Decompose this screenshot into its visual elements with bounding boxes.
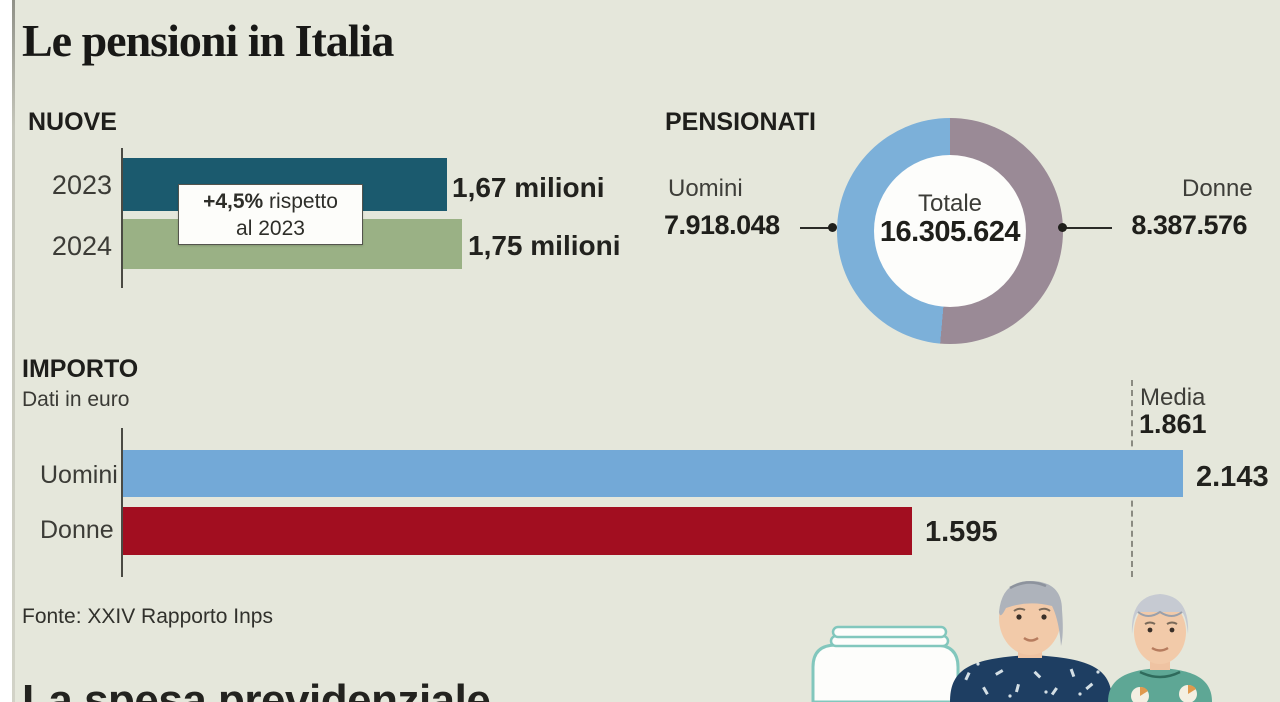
donut-total-label: Totale [917, 190, 983, 217]
nuove-row-label-2023: 2023 [51, 170, 112, 200]
importo-axis-line [121, 428, 123, 577]
annotation-line2-text: al 2023 [236, 217, 305, 240]
uomini-leader-dot [828, 223, 837, 232]
donut-hole [874, 155, 1026, 307]
media-value: 1.861 [1139, 409, 1207, 439]
pensionati-donut-chart [837, 118, 1063, 344]
nuove-row-label-2024: 2024 [51, 231, 112, 261]
importo-uomini-value: 2.143 [1196, 461, 1269, 493]
importo-donne-value: 1.595 [925, 516, 998, 548]
annotation-bold-text: +4,5% [203, 190, 264, 213]
uomini-leader-line [800, 227, 832, 229]
next-section-title: La spesa previdenziale [22, 676, 491, 702]
pension-savings-illustration [811, 580, 1212, 702]
pensionati-donne-label: Donne [1182, 175, 1253, 202]
elderly-woman-icon [1108, 594, 1212, 702]
nuove-bar-value-2023: 1,67 milioni [452, 172, 605, 203]
annotation-rest-text: rispetto [263, 190, 338, 213]
importo-bar-uomini [123, 450, 1183, 497]
jar-icon [811, 625, 960, 702]
nuove-bar-value-2024: 1,75 milioni [468, 230, 621, 261]
pensionati-donne-value: 8.387.576 [1131, 210, 1247, 240]
media-label: Media [1140, 384, 1206, 411]
elderly-man-icon [950, 580, 1112, 702]
donut-total-value: 16.305.624 [879, 216, 1021, 248]
panel-left-edge [12, 0, 15, 702]
nuove-heading: NUOVE [28, 108, 117, 136]
donne-leader-dot [1058, 223, 1067, 232]
importo-donne-label: Donne [40, 516, 114, 544]
pensionati-uomini-label: Uomini [668, 175, 743, 202]
donne-leader-line [1066, 227, 1112, 229]
source-note: Fonte: XXIV Rapporto Inps [22, 605, 273, 628]
importo-subtitle: Dati in euro [22, 388, 130, 411]
importo-uomini-label: Uomini [40, 461, 118, 489]
nuove-annotation-box: +4,5% rispetto al 2023 [178, 184, 363, 245]
pensionati-heading: PENSIONATI [665, 108, 816, 136]
nuove-axis-line [121, 148, 123, 288]
pensionati-uomini-value: 7.918.048 [664, 210, 780, 240]
importo-bar-donne [123, 507, 912, 555]
page-title: Le pensioni in Italia [22, 15, 394, 66]
importo-heading: IMPORTO [22, 355, 139, 383]
infographic-panel [12, 0, 1280, 702]
